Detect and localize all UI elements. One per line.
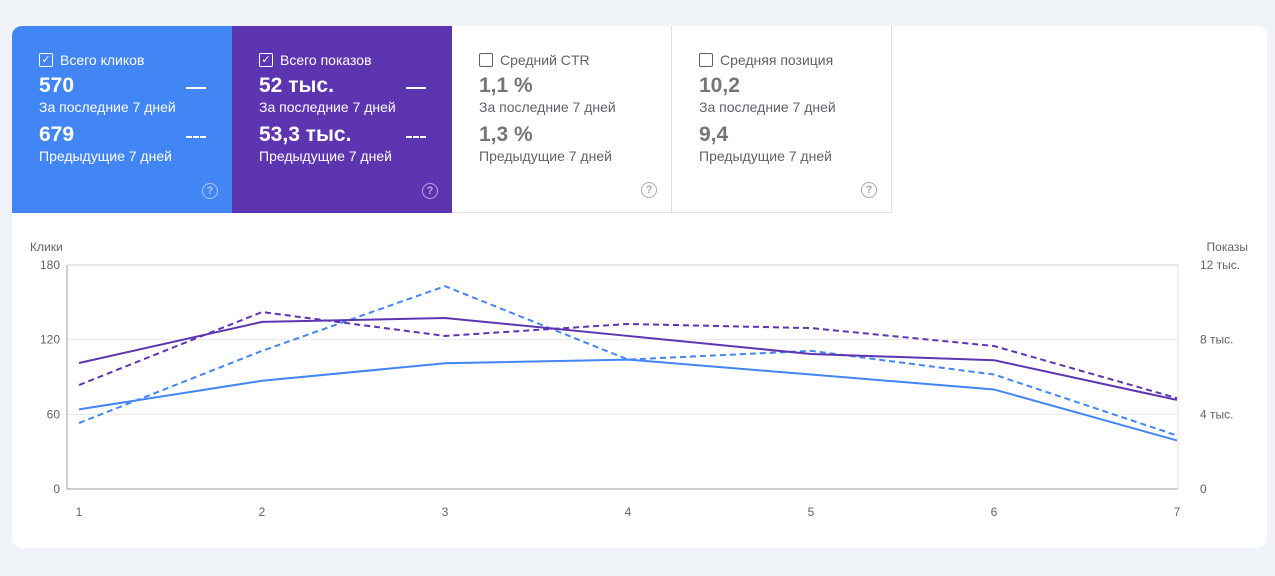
- y-right-tick-label: 8 тыс.: [1200, 333, 1233, 347]
- checkbox-icon[interactable]: [479, 53, 493, 67]
- series-line-0: [78, 358, 1178, 442]
- solid-line-legend-icon: [186, 87, 206, 89]
- metric-card[interactable]: ✓ Всего показов 52 тыс. За последние 7 дн…: [232, 26, 452, 213]
- metric-value: 570: [39, 74, 75, 97]
- y-axis-label: Клики: [30, 240, 63, 254]
- help-icon[interactable]: ?: [422, 183, 438, 199]
- y-tick-label: 0: [53, 482, 60, 496]
- x-tick-label: 2: [259, 505, 266, 519]
- metric-cards: ✓ Всего кликов 570 За последние 7 дней 67…: [12, 26, 892, 213]
- metric-value: 52 тыс.: [259, 74, 334, 97]
- metric-card[interactable]: Средняя позиция 10,2 За последние 7 дней…: [672, 26, 892, 213]
- metric-prev-value: 9,4: [699, 123, 729, 146]
- y-tick-label: 120: [40, 333, 60, 347]
- metric-value: 10,2: [699, 74, 740, 97]
- performance-panel: ✓ Всего кликов 570 За последние 7 дней 67…: [12, 26, 1267, 548]
- y-right-tick-label: 12 тыс.: [1200, 258, 1240, 272]
- metric-period-label: За последние 7 дней: [259, 99, 396, 115]
- metric-title: Средний CTR: [500, 52, 590, 68]
- help-icon[interactable]: ?: [861, 182, 877, 198]
- checkbox-checked-icon[interactable]: ✓: [39, 53, 53, 67]
- y-right-tick-label: 0: [1200, 482, 1207, 496]
- metric-prev-period-label: Предыдущие 7 дней: [259, 148, 392, 164]
- x-tick-label: 7: [1174, 505, 1181, 519]
- series-line-3: [78, 311, 1178, 400]
- checkbox-checked-icon[interactable]: ✓: [259, 53, 273, 67]
- metric-period-label: За последние 7 дней: [39, 99, 176, 115]
- series-line-1: [78, 285, 1178, 437]
- help-icon[interactable]: ?: [641, 182, 657, 198]
- y-right-axis-label: Показы: [1207, 240, 1248, 254]
- metric-prev-value: 679: [39, 123, 75, 146]
- metric-title: Всего кликов: [60, 52, 145, 68]
- metric-title: Всего показов: [280, 52, 372, 68]
- x-tick-label: 5: [808, 505, 815, 519]
- help-icon[interactable]: ?: [202, 183, 218, 199]
- x-tick-label: 1: [76, 505, 83, 519]
- metric-prev-period-label: Предыдущие 7 дней: [699, 148, 832, 164]
- x-tick-label: 3: [442, 505, 449, 519]
- x-tick-label: 4: [625, 505, 632, 519]
- metric-period-label: За последние 7 дней: [699, 99, 836, 115]
- dashed-line-legend-icon: [406, 136, 426, 138]
- metric-value: 1,1 %: [479, 74, 533, 97]
- solid-line-legend-icon: [406, 87, 426, 89]
- metric-prev-period-label: Предыдущие 7 дней: [479, 148, 612, 164]
- metric-card[interactable]: Средний CTR 1,1 % За последние 7 дней 1,…: [452, 26, 672, 213]
- y-tick-label: 180: [40, 258, 60, 272]
- dashed-line-legend-icon: [186, 136, 206, 138]
- metric-period-label: За последние 7 дней: [479, 99, 616, 115]
- metric-card[interactable]: ✓ Всего кликов 570 За последние 7 дней 67…: [12, 26, 232, 213]
- metric-prev-value: 53,3 тыс.: [259, 123, 352, 146]
- checkbox-icon[interactable]: [699, 53, 713, 67]
- metric-prev-value: 1,3 %: [479, 123, 533, 146]
- metric-title: Средняя позиция: [720, 52, 834, 68]
- x-tick-label: 6: [991, 505, 998, 519]
- metric-prev-period-label: Предыдущие 7 дней: [39, 148, 172, 164]
- series-line-2: [78, 317, 1178, 401]
- y-right-tick-label: 4 тыс.: [1200, 407, 1233, 421]
- y-tick-label: 60: [47, 407, 61, 421]
